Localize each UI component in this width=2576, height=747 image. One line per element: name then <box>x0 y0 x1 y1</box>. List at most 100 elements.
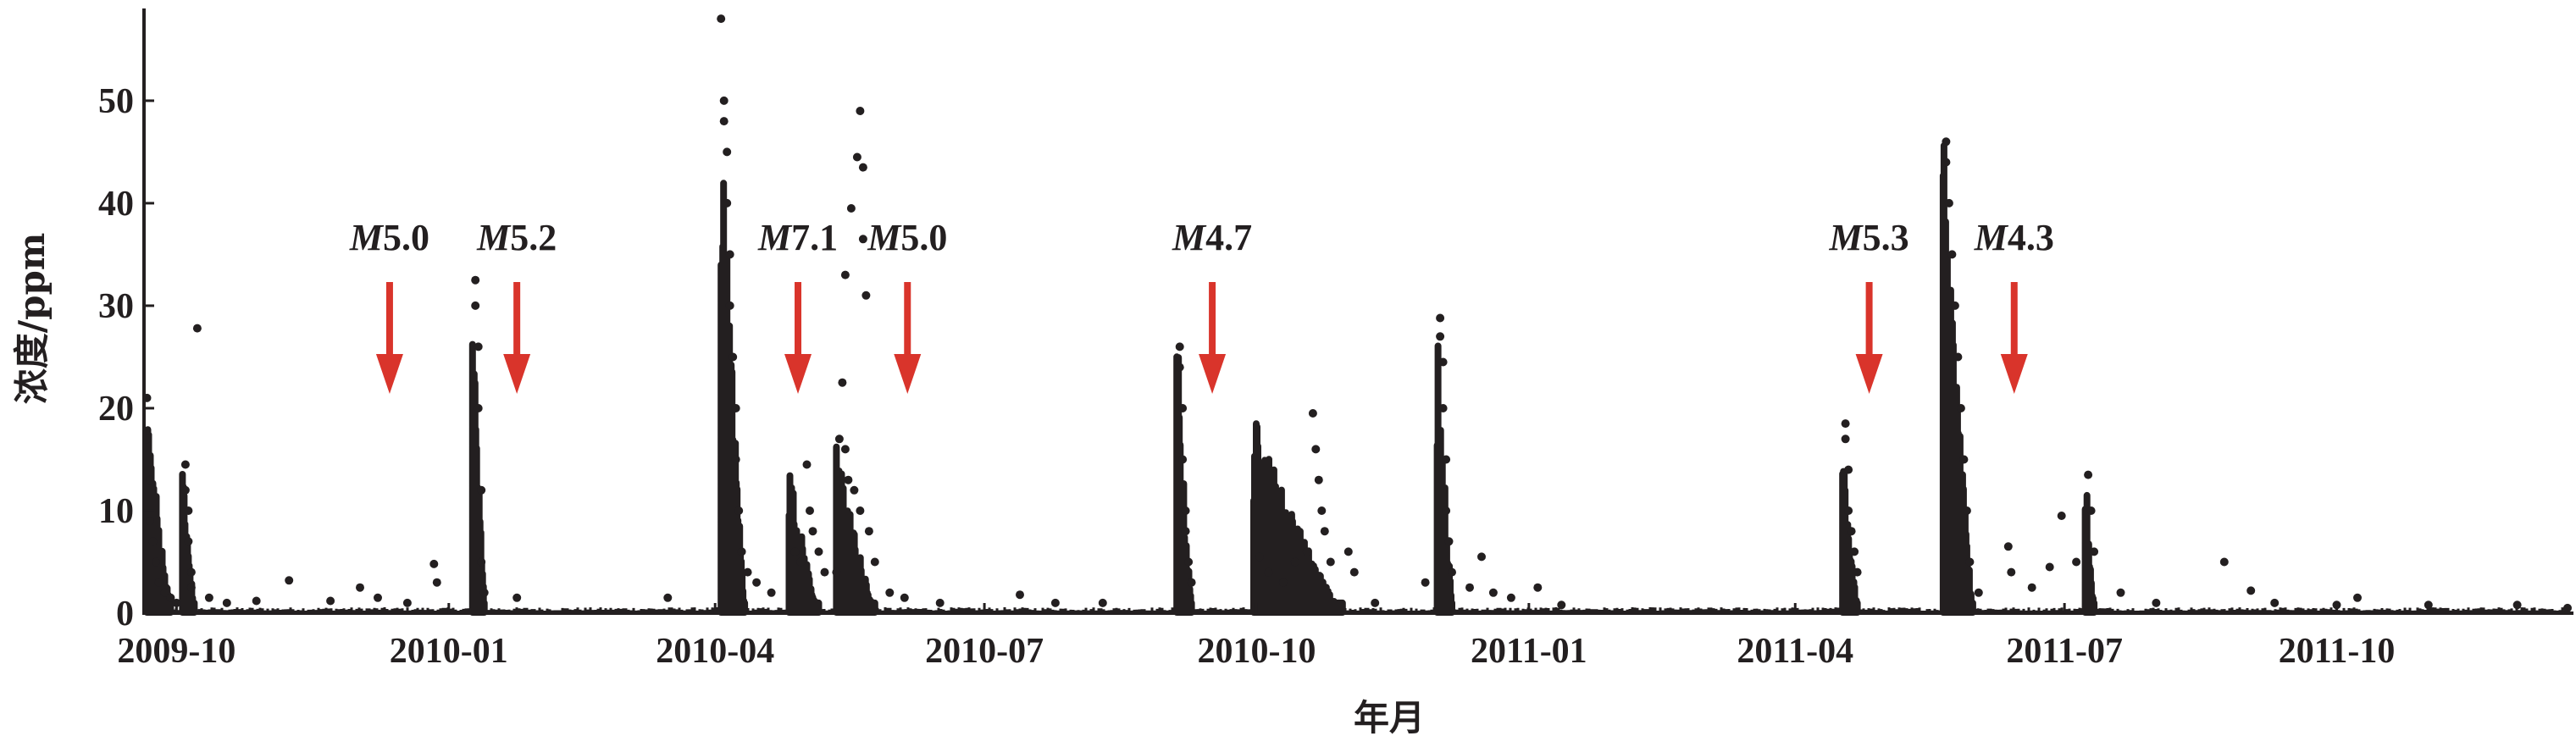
dense-burst-layer <box>143 141 2098 616</box>
data-point <box>856 107 865 115</box>
x-tick-label: 2011-07 <box>2006 632 2123 671</box>
x-tick-label: 2009-10 <box>117 632 235 671</box>
burst-columns-3 <box>717 180 749 616</box>
data-point <box>285 576 294 585</box>
data-point <box>474 342 483 351</box>
burst-9 <box>1839 468 1861 616</box>
data-point <box>1178 455 1188 464</box>
data-point <box>1187 578 1196 587</box>
data-point <box>154 578 163 587</box>
burst-8 <box>1433 342 1455 616</box>
data-point <box>180 485 190 495</box>
earthquake-marker-6: M4.3 <box>1974 217 2054 394</box>
data-point <box>326 596 335 606</box>
magnitude-letter: M <box>476 217 512 258</box>
burst-6 <box>1173 353 1195 616</box>
earthquake-marker-0: M5.0 <box>349 217 429 394</box>
y-tick-label: 50 <box>98 82 134 121</box>
data-point <box>858 235 867 244</box>
data-point <box>1841 434 1850 444</box>
data-point <box>166 593 175 602</box>
earthquake-marker-4: M4.7 <box>1172 217 1252 394</box>
data-point <box>1965 557 1975 567</box>
data-point <box>2003 542 2013 551</box>
burst-columns-11 <box>2081 491 2098 616</box>
data-point <box>1942 158 1951 167</box>
data-point <box>840 445 850 454</box>
data-point <box>1506 593 1515 602</box>
data-point <box>846 204 856 213</box>
data-point <box>2086 506 2096 515</box>
data-point <box>160 588 169 597</box>
burst-columns-5 <box>833 443 878 616</box>
data-point <box>1349 567 1359 577</box>
burst-3 <box>717 180 749 616</box>
data-point <box>935 598 945 607</box>
data-point <box>838 378 847 387</box>
data-point <box>1850 547 1859 556</box>
data-point <box>1465 583 1474 592</box>
data-point <box>1421 578 1430 587</box>
data-point <box>2072 557 2081 567</box>
magnitude-letter: M <box>1829 217 1864 258</box>
data-point <box>2152 598 2161 607</box>
burst-columns-2 <box>468 340 488 616</box>
data-point <box>222 598 231 607</box>
data-point <box>1442 506 1451 515</box>
data-point <box>2045 562 2054 572</box>
earthquake-arrow-head <box>2000 354 2028 394</box>
data-point <box>1314 475 1323 484</box>
data-point <box>725 301 734 310</box>
burst-columns-4 <box>785 472 823 616</box>
data-point <box>1844 465 1853 474</box>
data-point <box>1302 547 1311 556</box>
magnitude-value: 5.2 <box>510 217 557 258</box>
data-point <box>834 434 844 444</box>
data-point <box>864 527 873 536</box>
data-point <box>752 578 762 587</box>
y-tick-label: 10 <box>98 492 134 531</box>
data-point <box>856 506 865 515</box>
data-point <box>806 506 814 515</box>
x-tick-label: 2010-01 <box>390 632 508 671</box>
data-point <box>1436 332 1445 341</box>
data-point <box>1326 557 1335 567</box>
data-point <box>1488 588 1498 597</box>
data-point <box>734 506 744 515</box>
magnitude-value: 5.3 <box>1863 217 1909 258</box>
data-points-layer <box>142 14 2572 612</box>
data-point <box>1371 598 1380 607</box>
earthquake-arrow-head <box>894 354 922 394</box>
data-point <box>717 14 726 24</box>
data-point <box>252 596 261 606</box>
data-point <box>1438 404 1448 412</box>
data-point <box>2246 586 2256 595</box>
earthquake-label: M5.0 <box>867 217 947 258</box>
data-point <box>1844 506 1853 515</box>
data-point <box>1953 352 1963 362</box>
data-point <box>1438 357 1448 367</box>
data-point <box>731 455 740 464</box>
data-point <box>2116 588 2125 597</box>
magnitude-letter: M <box>867 217 902 258</box>
data-point <box>204 593 213 602</box>
data-point <box>1290 557 1299 567</box>
data-point <box>808 527 817 536</box>
data-point <box>1175 362 1184 372</box>
data-point <box>1255 552 1264 562</box>
y-tick-label: 40 <box>98 185 134 224</box>
data-point <box>1444 537 1454 546</box>
data-point <box>2090 547 2099 556</box>
x-tick-label: 2011-01 <box>1471 632 1587 671</box>
burst-10 <box>1939 141 1976 616</box>
data-point <box>1557 600 1566 610</box>
earthquake-label: M5.0 <box>349 217 429 258</box>
x-axis-title: 年月 <box>1354 697 1425 739</box>
data-point <box>1308 409 1317 418</box>
earthquake-arrow-head <box>375 354 403 394</box>
data-point <box>1944 198 1953 208</box>
data-point <box>719 117 728 126</box>
data-point <box>1278 578 1288 587</box>
data-point <box>663 593 673 602</box>
